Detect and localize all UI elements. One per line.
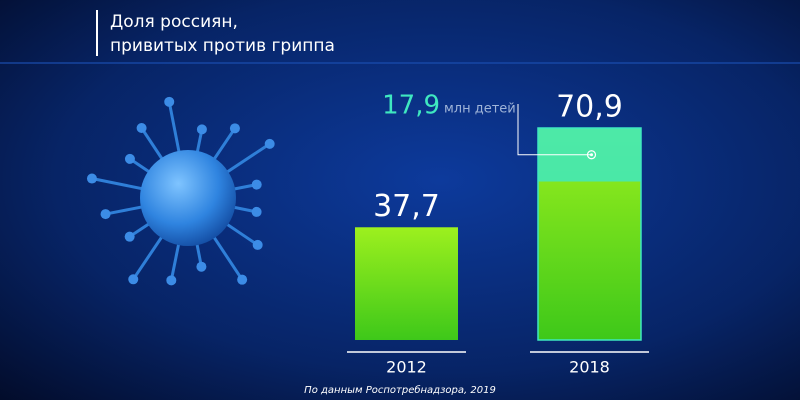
chart-title: Доля россиян, привитых против гриппа — [110, 12, 335, 56]
virus-illustration — [86, 96, 275, 286]
virus-knob — [136, 122, 147, 133]
virus-knob — [252, 239, 263, 250]
virus-knob — [229, 123, 240, 134]
band-line — [0, 62, 800, 64]
virus-knob — [166, 275, 177, 286]
annotation-text: млн детей — [444, 102, 516, 117]
value-label: 70,9 — [556, 90, 623, 125]
source: По данным Роспотребнадзора, 2019 — [304, 384, 496, 396]
bar-outline — [537, 127, 642, 341]
virus-knob — [251, 206, 262, 217]
virus-body — [140, 150, 236, 246]
leader-dot-core — [590, 153, 593, 157]
virus-knob — [251, 179, 262, 190]
virus-knob — [86, 173, 97, 184]
annotation-value: 17,9 — [382, 91, 440, 121]
leader-line — [517, 104, 592, 156]
virus-knob — [196, 261, 207, 272]
virus-knob — [196, 124, 207, 135]
virus-knob — [124, 231, 135, 242]
x-tick-label: 2012 — [386, 358, 427, 377]
virus-knob — [124, 153, 135, 164]
virus-knob — [237, 274, 248, 285]
value-label: 37,7 — [373, 189, 440, 224]
virus-knob — [128, 274, 139, 285]
virus-knob — [164, 96, 175, 107]
x-tick-label: 2018 — [569, 358, 610, 377]
virus-knob — [100, 209, 111, 220]
virus-knob — [264, 138, 275, 149]
leader-dot — [586, 150, 597, 160]
title-rule — [96, 10, 98, 56]
bar — [355, 227, 458, 340]
